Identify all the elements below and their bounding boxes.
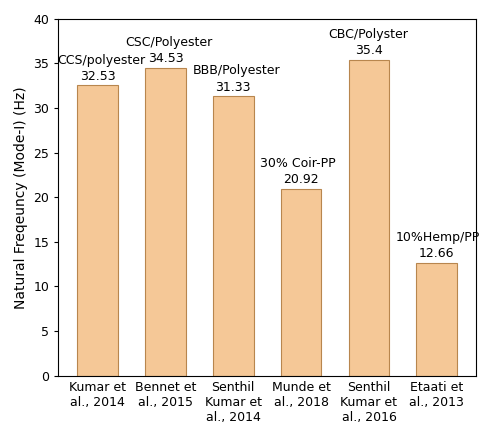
Bar: [78, 85, 118, 375]
Text: CSC/Polyester: CSC/Polyester: [125, 36, 212, 49]
Text: 10%Hemp/PP: 10%Hemp/PP: [396, 231, 480, 244]
Bar: [416, 263, 457, 375]
Text: 34.53: 34.53: [148, 52, 184, 65]
Bar: [145, 67, 186, 375]
Text: 32.53: 32.53: [80, 70, 116, 83]
Text: CCS/polyester: CCS/polyester: [57, 54, 145, 67]
Text: 35.4: 35.4: [355, 44, 383, 57]
Y-axis label: Natural Freqeuncy (Mode-I) (Hz): Natural Freqeuncy (Mode-I) (Hz): [14, 86, 28, 308]
Text: 20.92: 20.92: [284, 173, 319, 186]
Bar: [213, 96, 254, 375]
Bar: [348, 60, 390, 375]
Text: 12.66: 12.66: [419, 247, 454, 260]
Text: 30% Coir-PP: 30% Coir-PP: [260, 157, 336, 170]
Text: 31.33: 31.33: [216, 81, 251, 94]
Text: CBC/Polyster: CBC/Polyster: [328, 28, 408, 41]
Bar: [281, 189, 322, 375]
Text: BBB/Polyester: BBB/Polyester: [192, 64, 280, 78]
